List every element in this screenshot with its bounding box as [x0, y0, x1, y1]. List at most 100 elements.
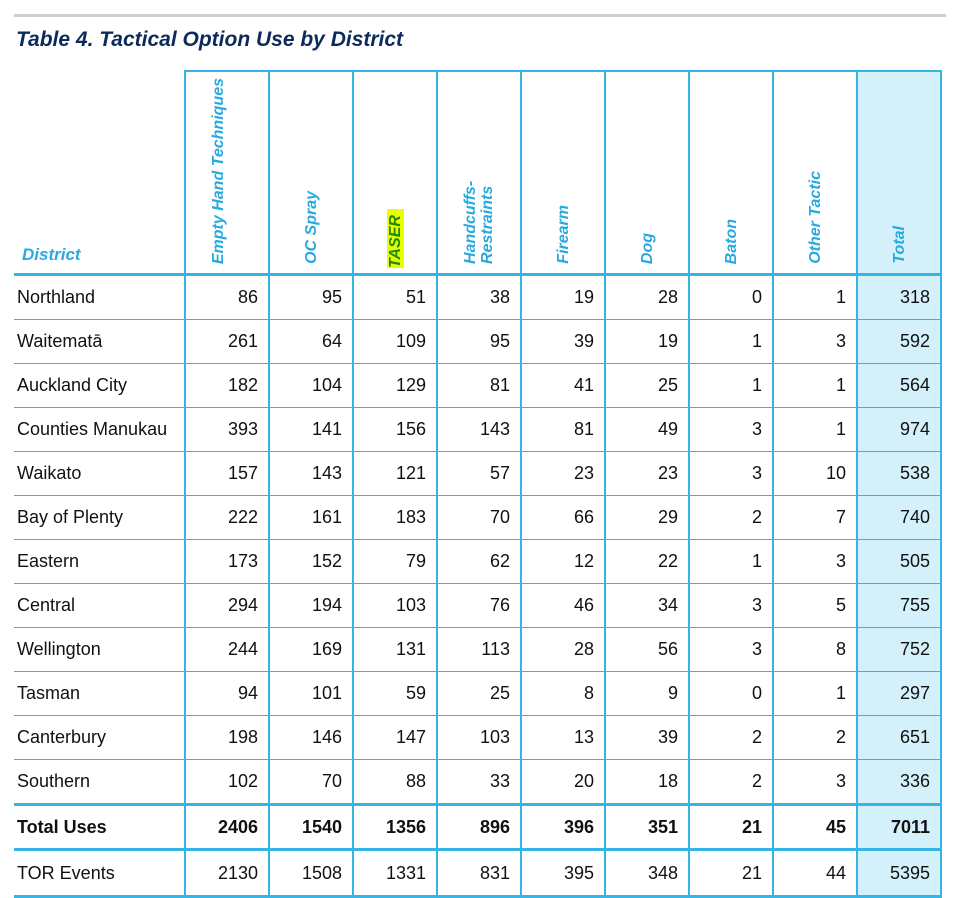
total-cell: 297 — [856, 671, 942, 717]
table-row: Northland 86 95 51 38 19 28 0 1 318 — [14, 274, 942, 321]
value-cell: 45 — [772, 803, 857, 852]
value-cell: 0 — [688, 274, 773, 321]
value-cell: 8 — [772, 627, 857, 673]
column-header-district: District — [14, 71, 185, 277]
value-cell: 3 — [772, 759, 857, 806]
table-row: Eastern 173 152 79 62 12 22 1 3 505 — [14, 539, 942, 585]
total-cell: 5395 — [856, 849, 942, 898]
value-cell: 19 — [604, 319, 689, 365]
column-header-baton: Baton — [688, 70, 773, 277]
column-header-total: Total — [856, 70, 942, 277]
value-cell: 10 — [772, 451, 857, 497]
value-cell: 104 — [268, 363, 353, 409]
value-cell: 28 — [520, 627, 605, 673]
value-cell: 25 — [604, 363, 689, 409]
value-cell: 94 — [184, 671, 269, 717]
table-row: Counties Manukau 393 141 156 143 81 49 3 1 974 — [14, 407, 942, 453]
total-cell: 752 — [856, 627, 942, 673]
value-cell: 64 — [268, 319, 353, 365]
top-divider — [14, 14, 946, 17]
column-header-firearm: Firearm — [520, 70, 605, 277]
value-cell: 2 — [688, 495, 773, 541]
table-row: Central 294 194 103 76 46 34 3 5 755 — [14, 583, 942, 629]
value-cell: 28 — [604, 274, 689, 321]
total-cell: 564 — [856, 363, 942, 409]
table-row: Tasman 94 101 59 25 8 9 0 1 297 — [14, 671, 942, 717]
column-header-taser: TASER — [352, 70, 437, 277]
table-title: Table 4. Tactical Option Use by District — [16, 28, 404, 51]
value-cell: 59 — [352, 671, 437, 717]
value-cell: 49 — [604, 407, 689, 453]
table-row: Bay of Plenty 222 161 183 70 66 29 2 7 740 — [14, 495, 942, 541]
value-cell: 393 — [184, 407, 269, 453]
value-cell: 95 — [436, 319, 521, 365]
total-cell: 505 — [856, 539, 942, 585]
value-cell: 896 — [436, 803, 521, 852]
value-cell: 183 — [352, 495, 437, 541]
value-cell: 23 — [604, 451, 689, 497]
value-cell: 76 — [436, 583, 521, 629]
total-cell: 336 — [856, 759, 942, 806]
value-cell: 261 — [184, 319, 269, 365]
column-header-dog: Dog — [604, 70, 689, 277]
value-cell: 156 — [352, 407, 437, 453]
value-cell: 1 — [772, 671, 857, 717]
district-name: Tasman — [14, 671, 185, 717]
value-cell: 39 — [520, 319, 605, 365]
table-row: Wellington 244 169 131 113 28 56 3 8 752 — [14, 627, 942, 673]
value-cell: 3 — [688, 583, 773, 629]
value-cell: 81 — [520, 407, 605, 453]
value-cell: 1 — [772, 407, 857, 453]
value-cell: 101 — [268, 671, 353, 717]
value-cell: 182 — [184, 363, 269, 409]
district-name: Bay of Plenty — [14, 495, 185, 541]
value-cell: 38 — [436, 274, 521, 321]
value-cell: 70 — [436, 495, 521, 541]
district-name: Auckland City — [14, 363, 185, 409]
total-uses-row: Total Uses 2406 1540 1356 896 396 351 21 45 7011 — [14, 803, 942, 852]
value-cell: 22 — [604, 539, 689, 585]
value-cell: 143 — [268, 451, 353, 497]
value-cell: 3 — [688, 407, 773, 453]
value-cell: 19 — [520, 274, 605, 321]
value-cell: 39 — [604, 715, 689, 761]
value-cell: 81 — [436, 363, 521, 409]
value-cell: 198 — [184, 715, 269, 761]
value-cell: 2130 — [184, 849, 269, 898]
value-cell: 1508 — [268, 849, 353, 898]
value-cell: 121 — [352, 451, 437, 497]
value-cell: 34 — [604, 583, 689, 629]
table-row: Southern 102 70 88 33 20 18 2 3 336 — [14, 759, 942, 806]
value-cell: 395 — [520, 849, 605, 898]
value-cell: 1 — [688, 539, 773, 585]
value-cell: 3 — [772, 319, 857, 365]
value-cell: 113 — [436, 627, 521, 673]
value-cell: 13 — [520, 715, 605, 761]
value-cell: 1540 — [268, 803, 353, 852]
value-cell: 222 — [184, 495, 269, 541]
value-cell: 12 — [520, 539, 605, 585]
value-cell: 95 — [268, 274, 353, 321]
value-cell: 2 — [688, 715, 773, 761]
value-cell: 169 — [268, 627, 353, 673]
tor-events-row: TOR Events 2130 1508 1331 831 395 348 21 44 5395 — [14, 849, 942, 898]
value-cell: 70 — [268, 759, 353, 806]
table-row: Waitematā 261 64 109 95 39 19 1 3 592 — [14, 319, 942, 365]
district-name: Canterbury — [14, 715, 185, 761]
value-cell: 8 — [520, 671, 605, 717]
total-cell: 740 — [856, 495, 942, 541]
value-cell: 21 — [688, 803, 773, 852]
column-header-handcuffs: Handcuffs-Restraints — [436, 70, 521, 277]
value-cell: 66 — [520, 495, 605, 541]
value-cell: 103 — [352, 583, 437, 629]
district-name: Waikato — [14, 451, 185, 497]
value-cell: 2 — [772, 715, 857, 761]
value-cell: 33 — [436, 759, 521, 806]
value-cell: 23 — [520, 451, 605, 497]
header-row: District Empty Hand Techniques OC Spray … — [14, 70, 942, 277]
total-cell: 538 — [856, 451, 942, 497]
value-cell: 57 — [436, 451, 521, 497]
value-cell: 9 — [604, 671, 689, 717]
column-header-other-tactic: Other Tactic — [772, 70, 857, 277]
value-cell: 831 — [436, 849, 521, 898]
